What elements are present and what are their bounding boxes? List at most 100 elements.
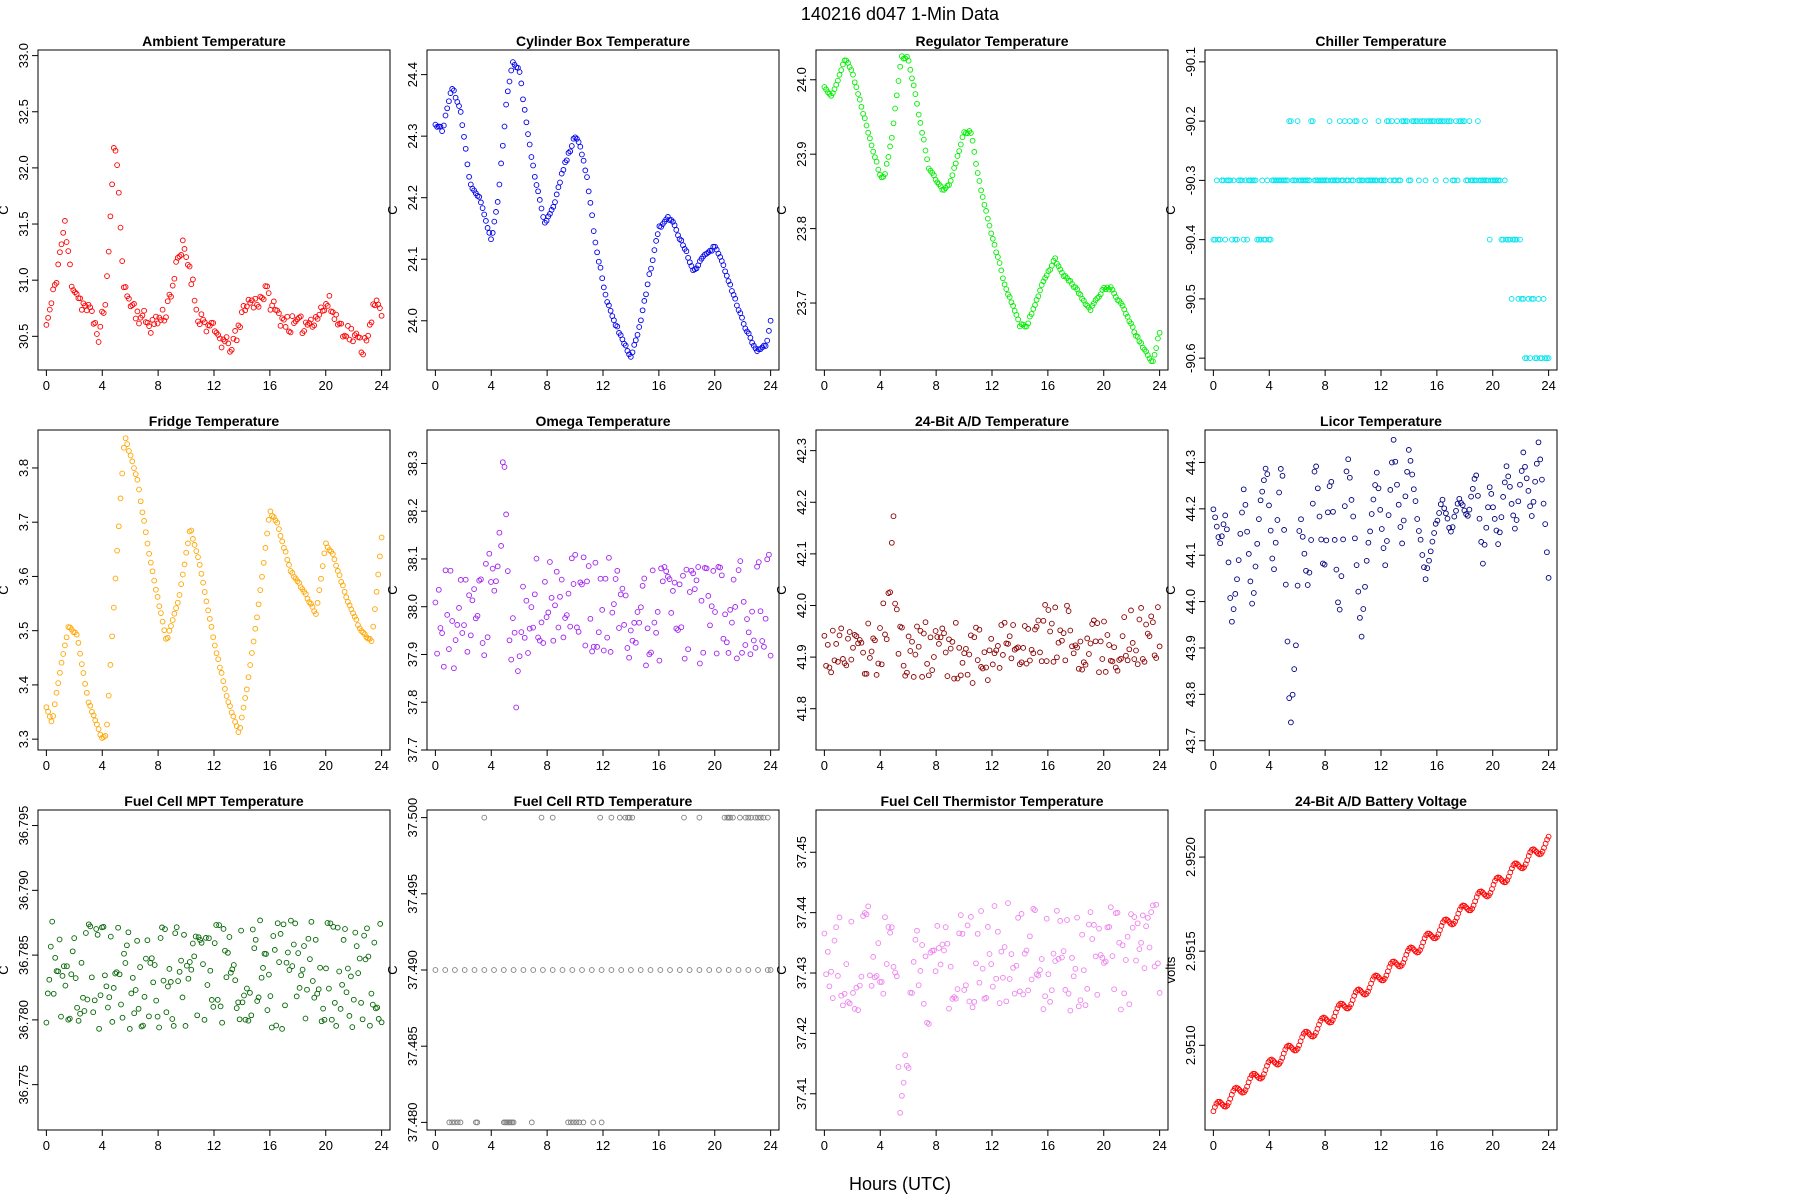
- y-tick-label: 24.0: [405, 308, 420, 333]
- data-point: [1387, 487, 1394, 493]
- data-point: [301, 943, 307, 949]
- data-point: [984, 924, 991, 930]
- data-point: [73, 631, 80, 638]
- data-point: [584, 578, 590, 585]
- data-point: [1545, 355, 1552, 361]
- data-point: [729, 619, 735, 626]
- x-tick-label: 4: [488, 1138, 495, 1153]
- data-point: [1008, 655, 1015, 662]
- data-point: [1250, 590, 1257, 596]
- data-point: [510, 1119, 517, 1126]
- data-point: [555, 184, 562, 191]
- data-point: [597, 814, 604, 821]
- y-tick-label: 37.7: [405, 737, 420, 762]
- data-point: [553, 191, 560, 198]
- data-point: [1087, 909, 1094, 915]
- data-point: [526, 625, 533, 632]
- data-point: [1133, 647, 1139, 654]
- data-point: [1288, 1044, 1295, 1051]
- data-point: [1449, 524, 1456, 530]
- data-point: [194, 1012, 201, 1019]
- data-point: [174, 599, 181, 606]
- data-point: [936, 641, 942, 647]
- data-point: [496, 529, 503, 536]
- data-point: [755, 967, 761, 973]
- chart-title: Omega Temperature: [535, 413, 670, 429]
- data-point: [1048, 620, 1055, 627]
- data-point: [223, 693, 230, 699]
- data-point: [1143, 923, 1149, 930]
- data-point: [548, 594, 555, 601]
- data-point: [176, 253, 183, 260]
- data-point: [1091, 922, 1097, 928]
- data-point: [649, 567, 656, 574]
- data-point: [89, 308, 95, 314]
- data-point: [1310, 1033, 1316, 1040]
- data-point: [1438, 923, 1445, 929]
- data-point: [855, 1007, 861, 1013]
- data-point: [1402, 118, 1409, 124]
- data-point: [821, 632, 828, 639]
- data-point: [186, 263, 193, 270]
- data-point: [112, 147, 119, 154]
- data-point: [51, 701, 58, 708]
- data-point: [288, 917, 294, 924]
- data-point: [732, 604, 739, 610]
- data-point: [1224, 526, 1230, 533]
- data-point: [331, 556, 338, 563]
- data-point: [606, 302, 612, 309]
- data-point: [883, 961, 890, 967]
- data-point: [474, 1119, 481, 1126]
- data-point: [307, 956, 313, 962]
- data-point: [466, 173, 472, 180]
- data-point: [226, 934, 233, 940]
- data-points: [1210, 436, 1552, 726]
- data-point: [895, 650, 902, 657]
- data-point: [1143, 348, 1149, 355]
- data-point: [1274, 517, 1281, 523]
- data-point: [737, 558, 744, 564]
- data-point: [1074, 914, 1080, 921]
- data-point: [462, 145, 469, 152]
- data-point: [983, 995, 989, 1001]
- data-point: [602, 291, 609, 298]
- data-point: [1451, 177, 1458, 184]
- data-point: [1463, 511, 1469, 517]
- data-point: [670, 588, 676, 594]
- data-point: [516, 69, 523, 75]
- data-point: [848, 656, 855, 663]
- data-point: [995, 643, 1001, 649]
- data-point: [725, 278, 732, 284]
- data-point: [1146, 944, 1153, 951]
- plot-frame: [815, 809, 1169, 1131]
- data-point: [1060, 630, 1067, 636]
- data-point: [1380, 177, 1387, 184]
- data-point: [983, 208, 989, 214]
- data-point: [1151, 351, 1158, 358]
- data-point: [883, 160, 890, 167]
- data-point: [1060, 948, 1067, 954]
- data-point: [676, 581, 683, 588]
- data-point: [1047, 998, 1053, 1005]
- data-point: [616, 814, 623, 821]
- data-point: [326, 547, 333, 553]
- data-point: [100, 923, 107, 930]
- data-point: [1264, 177, 1271, 184]
- data-point: [149, 568, 156, 575]
- data-point: [1011, 990, 1018, 997]
- data-point: [186, 959, 193, 965]
- data-point: [250, 638, 257, 645]
- x-tick-label: 8: [155, 758, 162, 773]
- data-point: [622, 342, 629, 349]
- data-point: [1293, 1047, 1299, 1054]
- data-point: [590, 228, 597, 234]
- data-point: [1118, 655, 1124, 662]
- data-point: [1270, 1057, 1276, 1064]
- data-point: [291, 573, 297, 580]
- data-point: [1392, 959, 1399, 966]
- data-point: [957, 912, 964, 918]
- data-point: [254, 614, 260, 621]
- data-point: [589, 212, 595, 219]
